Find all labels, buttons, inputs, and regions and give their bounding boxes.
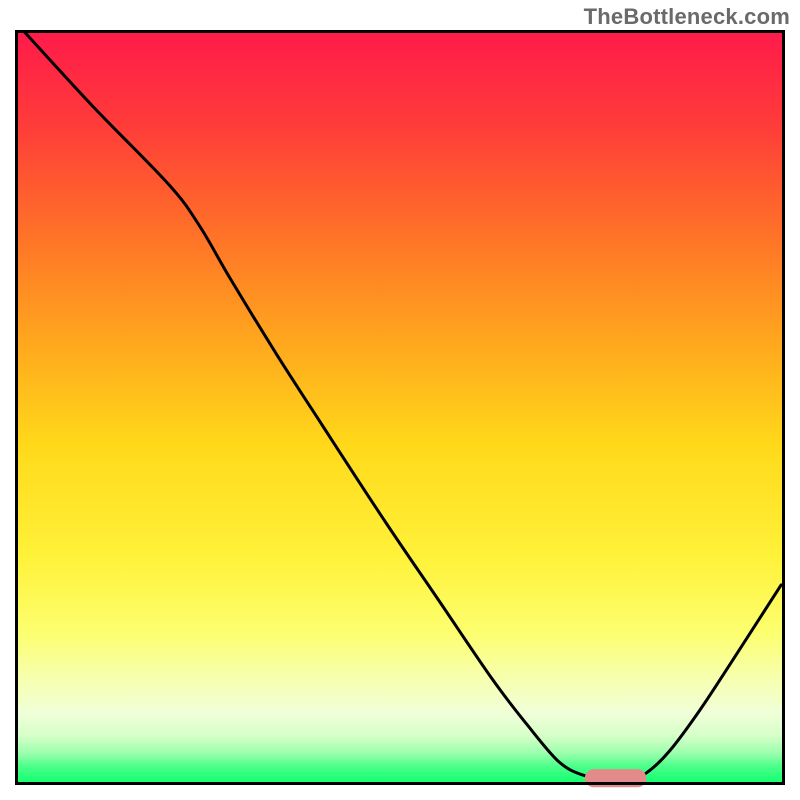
chart-container: TheBottleneck.com	[0, 0, 800, 800]
bottleneck-chart	[0, 0, 800, 800]
watermark-text: TheBottleneck.com	[584, 4, 790, 30]
